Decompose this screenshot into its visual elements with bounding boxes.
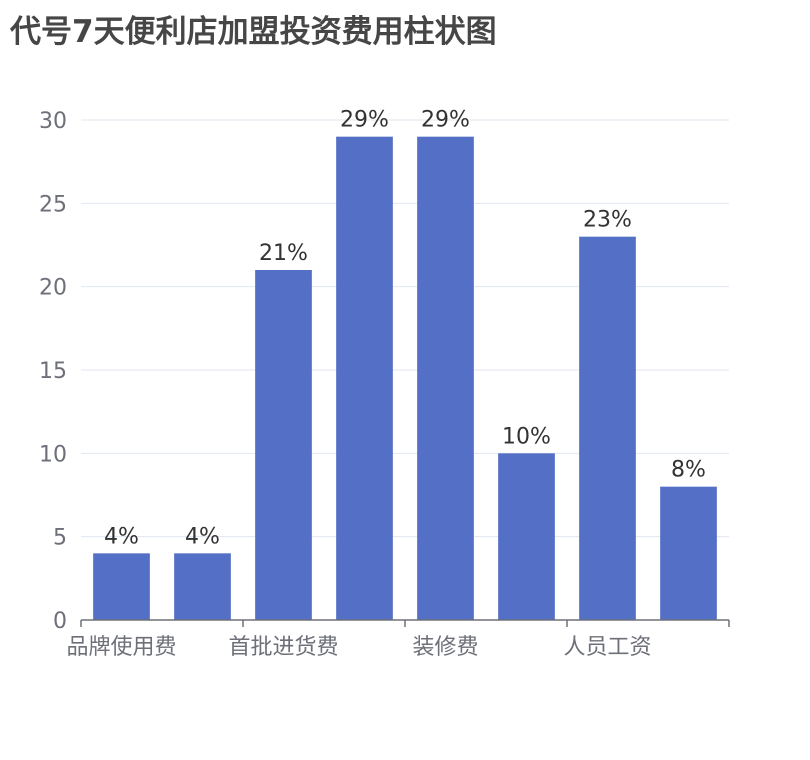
bar[interactable] [336, 136, 393, 620]
x-category-label: 品牌使用费 [66, 635, 176, 660]
y-tick-label: 15 [39, 359, 67, 384]
x-axis: 品牌使用费 首批进货费 装修费 人员工资 [66, 619, 730, 660]
x-category-label: 首批进货费 [228, 635, 338, 660]
data-label: 4% [185, 524, 220, 549]
y-tick-label: 5 [53, 526, 67, 551]
x-category-label: 装修费 [412, 635, 478, 660]
y-tick-label: 20 [39, 276, 67, 301]
bar[interactable] [93, 553, 150, 620]
bar[interactable] [498, 453, 555, 620]
data-label: 4% [104, 524, 139, 549]
data-label: 8% [671, 458, 706, 483]
y-tick-label: 25 [39, 192, 67, 217]
chart-title: 代号7天便利店加盟投资费用柱状图 [10, 14, 497, 50]
bars [93, 136, 717, 620]
y-tick-label: 0 [53, 609, 67, 634]
bar[interactable] [174, 553, 231, 620]
x-category-label: 人员工资 [563, 635, 651, 660]
bar[interactable] [660, 486, 717, 620]
bar[interactable] [417, 136, 474, 620]
data-label: 29% [340, 108, 389, 133]
data-label: 23% [583, 208, 632, 233]
bar[interactable] [579, 236, 636, 620]
data-labels: 4% 4% 21% 29% 29% 10% 23% 8% [104, 108, 706, 550]
grid-lines [81, 119, 729, 538]
data-label: 29% [421, 108, 470, 133]
y-axis-ticks: 0 5 10 15 20 25 30 [39, 109, 67, 634]
y-tick-label: 30 [39, 109, 67, 134]
bar[interactable] [255, 270, 312, 620]
data-label: 21% [259, 241, 308, 266]
y-tick-label: 10 [39, 442, 67, 467]
data-label: 10% [502, 424, 551, 449]
